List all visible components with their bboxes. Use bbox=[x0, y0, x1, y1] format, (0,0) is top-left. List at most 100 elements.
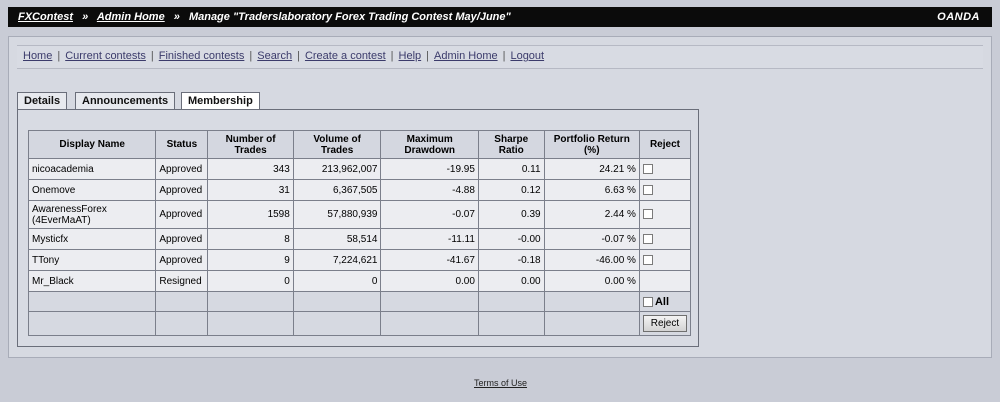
sharpe-cell: -0.00 bbox=[477, 228, 545, 250]
drawdown-cell: -4.88 bbox=[380, 179, 479, 201]
reject-checkbox[interactable] bbox=[642, 163, 653, 174]
display-name-cell: AwarenessForex (4EverMaAT) bbox=[27, 200, 157, 229]
drawdown-cell: -11.11 bbox=[380, 228, 479, 250]
sharpe-cell: -0.18 bbox=[477, 249, 545, 271]
breadcrumb-fxcontest-link[interactable]: FXContest bbox=[18, 11, 73, 23]
terms-of-use-link[interactable]: Terms of Use bbox=[474, 378, 528, 388]
display-name-cell: nicoacademia bbox=[27, 158, 157, 180]
empty-cell bbox=[292, 311, 382, 336]
main-panel: Home | Current contests | Finished contests |… bbox=[8, 36, 992, 358]
empty-cell bbox=[380, 311, 479, 336]
page-title: Manage "Traderslaboratory Forex Trading … bbox=[188, 11, 511, 23]
return-cell: -0.07 % bbox=[543, 228, 640, 250]
breadcrumb-admin-home-link[interactable]: Admin Home bbox=[96, 11, 165, 23]
volume-cell: 6,367,505 bbox=[292, 179, 382, 201]
reject-checkbox[interactable] bbox=[642, 209, 653, 220]
return-cell: -46.00 % bbox=[543, 249, 640, 271]
reject-checkbox[interactable] bbox=[642, 233, 653, 244]
reject-checkbox[interactable] bbox=[642, 184, 653, 195]
drawdown-cell: -0.07 bbox=[380, 200, 479, 229]
nav-separator: | bbox=[249, 50, 253, 62]
empty-cell bbox=[155, 291, 209, 312]
display-name-cell: Mysticfx bbox=[27, 228, 157, 250]
empty-cell bbox=[155, 311, 209, 336]
nav-separator: | bbox=[297, 50, 300, 62]
status-cell: Approved bbox=[155, 158, 209, 180]
nav-create-contest-link[interactable]: Create a contest bbox=[304, 50, 386, 62]
volume-cell: 7,224,621 bbox=[292, 249, 382, 271]
reject-cell bbox=[638, 270, 692, 292]
empty-cell bbox=[477, 311, 545, 336]
table-row: Mysticfx Approved 8 58,514 -11.11 -0.00 … bbox=[27, 228, 692, 250]
breadcrumb-separator: » bbox=[173, 11, 180, 23]
empty-cell bbox=[380, 291, 479, 312]
volume-cell: 58,514 bbox=[292, 228, 382, 250]
status-cell: Resigned bbox=[155, 270, 209, 292]
empty-cell bbox=[27, 311, 157, 336]
nav-logout-link[interactable]: Logout bbox=[510, 50, 545, 62]
status-cell: Approved bbox=[155, 200, 209, 229]
reject-checkbox[interactable] bbox=[642, 254, 653, 265]
reject-cell bbox=[638, 179, 692, 201]
column-header: Sharpe Ratio bbox=[477, 130, 545, 159]
nav-help-link[interactable]: Help bbox=[398, 50, 422, 62]
drawdown-cell: -41.67 bbox=[380, 249, 479, 271]
sharpe-cell: 0.12 bbox=[477, 179, 545, 201]
table-row: Mr_Black Resigned 0 0 0.00 0.00 0.00 % bbox=[27, 270, 692, 292]
volume-cell: 0 bbox=[292, 270, 382, 292]
table-row: Onemove Approved 31 6,367,505 -4.88 0.12… bbox=[27, 179, 692, 201]
drawdown-cell: 0.00 bbox=[380, 270, 479, 292]
table-row: Reject bbox=[27, 311, 692, 336]
tab-membership[interactable]: Membership bbox=[181, 92, 260, 111]
tab-announcements[interactable]: Announcements bbox=[75, 92, 176, 109]
empty-cell bbox=[543, 291, 640, 312]
header-bar: FXContest » Admin Home » Manage "Traders… bbox=[8, 7, 992, 27]
select-all-cell: All bbox=[638, 291, 692, 312]
nav-bar: Home | Current contests | Finished contests |… bbox=[17, 45, 983, 69]
reject-cell bbox=[638, 228, 692, 250]
table-row: nicoacademia Approved 343 213,962,007 -1… bbox=[27, 158, 692, 180]
table-row: AwarenessForex (4EverMaAT) Approved 1598… bbox=[27, 200, 692, 229]
volume-cell: 213,962,007 bbox=[292, 158, 382, 180]
column-header: Reject bbox=[638, 130, 692, 159]
nav-current-contests-link[interactable]: Current contests bbox=[65, 50, 146, 62]
trades-cell: 0 bbox=[207, 270, 294, 292]
column-header: Volume of Trades bbox=[292, 130, 382, 159]
sharpe-cell: 0.11 bbox=[477, 158, 545, 180]
select-all-checkbox[interactable] bbox=[642, 296, 653, 307]
nav-separator: | bbox=[57, 50, 61, 62]
display-name-cell: TTony bbox=[27, 249, 157, 271]
membership-table: Display Name Status Number of Trades Vol… bbox=[27, 130, 692, 336]
tab-details[interactable]: Details bbox=[17, 92, 68, 109]
nav-finished-contests-link[interactable]: Finished contests bbox=[158, 50, 245, 62]
nav-admin-home-link[interactable]: Admin Home bbox=[434, 50, 498, 62]
membership-panel: Display Name Status Number of Trades Vol… bbox=[17, 109, 699, 347]
reject-cell bbox=[638, 158, 692, 180]
sharpe-cell: 0.00 bbox=[477, 270, 545, 292]
trades-cell: 9 bbox=[207, 249, 294, 271]
column-header: Portfolio Return (%) bbox=[543, 130, 640, 159]
column-header: Maximum Drawdown bbox=[380, 130, 479, 159]
display-name-cell: Mr_Black bbox=[27, 270, 157, 292]
return-cell: 0.00 % bbox=[543, 270, 640, 292]
trades-cell: 8 bbox=[207, 228, 294, 250]
trades-cell: 1598 bbox=[207, 200, 294, 229]
column-header: Display Name bbox=[27, 130, 157, 159]
return-cell: 24.21 % bbox=[543, 158, 640, 180]
select-all: All bbox=[642, 295, 669, 308]
nav-separator: | bbox=[426, 50, 430, 62]
return-cell: 2.44 % bbox=[543, 200, 640, 229]
display-name-cell: Onemove bbox=[27, 179, 157, 201]
empty-cell bbox=[207, 291, 294, 312]
select-all-label: All bbox=[654, 295, 669, 308]
nav-search-link[interactable]: Search bbox=[257, 50, 293, 62]
breadcrumb-separator: » bbox=[82, 11, 89, 23]
nav-home-link[interactable]: Home bbox=[23, 50, 53, 62]
sharpe-cell: 0.39 bbox=[477, 200, 545, 229]
nav-separator: | bbox=[150, 50, 154, 62]
table-row: All bbox=[27, 291, 692, 312]
return-cell: 6.63 % bbox=[543, 179, 640, 201]
status-cell: Approved bbox=[155, 228, 209, 250]
empty-cell bbox=[207, 311, 294, 336]
reject-button[interactable]: Reject bbox=[642, 315, 687, 332]
